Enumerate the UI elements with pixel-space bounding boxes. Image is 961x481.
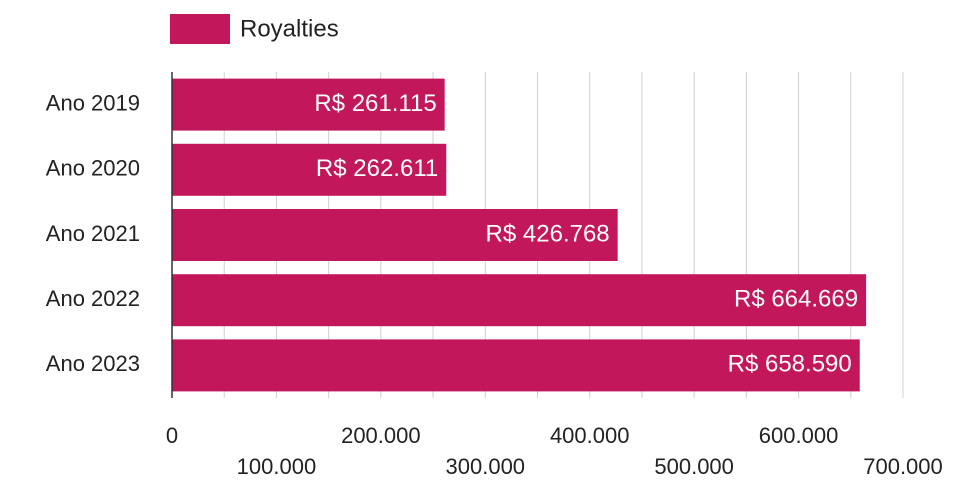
x-tick-label: 400.000 — [550, 423, 630, 448]
y-tick-label: Ano 2020 — [46, 156, 140, 181]
x-tick-label: 100.000 — [237, 454, 317, 479]
value-label: R$ 261.115 — [314, 90, 436, 117]
y-tick-label: Ano 2023 — [46, 351, 140, 376]
y-tick-label: Ano 2021 — [46, 221, 140, 246]
x-tick-label: 500.000 — [654, 454, 734, 479]
bar — [172, 209, 618, 261]
y-tick-label: Ano 2022 — [46, 286, 140, 311]
x-tick-label: 200.000 — [341, 423, 421, 448]
bar — [172, 143, 447, 196]
x-tick-label: 600.000 — [759, 423, 839, 448]
x-tick-label: 0 — [166, 423, 178, 448]
bar — [172, 274, 867, 327]
bar — [172, 339, 860, 392]
x-tick-label: 300.000 — [446, 454, 526, 479]
value-label: R$ 426.768 — [486, 220, 610, 247]
value-label: R$ 664.669 — [734, 286, 858, 313]
value-label: R$ 658.590 — [728, 351, 852, 378]
bar — [172, 78, 445, 131]
value-label: R$ 262.611 — [316, 155, 438, 182]
y-tick-label: Ano 2019 — [46, 90, 140, 115]
legend-label: Royalties — [240, 15, 339, 42]
legend-swatch — [170, 14, 230, 44]
x-tick-label: 700.000 — [863, 454, 943, 479]
